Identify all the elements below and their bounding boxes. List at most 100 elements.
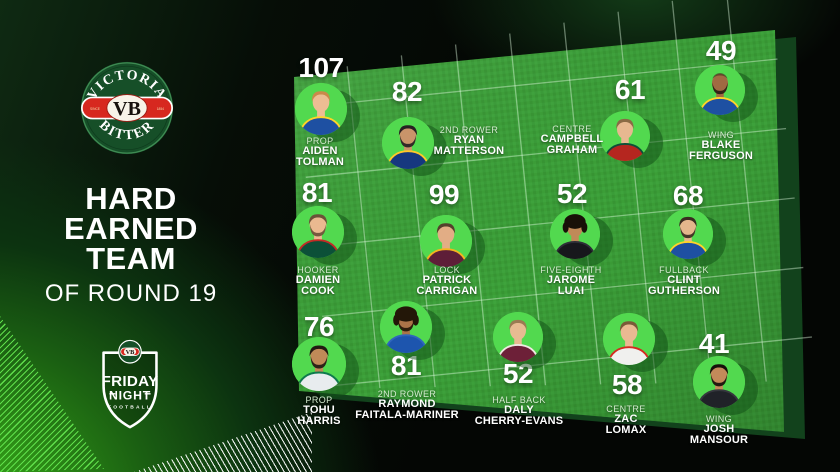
player-name-line: MANSOUR (689, 433, 749, 446)
player-name-line: DAMIEN (295, 274, 341, 286)
player-name-line: LOMAX (605, 423, 647, 436)
player-photo (693, 356, 745, 408)
player-name-line: GRAHAM (546, 143, 598, 156)
player-position: HOOKER (297, 265, 339, 275)
player-position: WING (707, 130, 735, 140)
player-avatar-icon (603, 313, 655, 365)
friday-night-football-badge: VB FRIDAY NIGHT FOOTBALL (102, 339, 159, 429)
player-avatar-icon (420, 215, 472, 267)
player-number: 49 (705, 35, 737, 66)
player-name-line: BLAKE (701, 139, 741, 151)
player-number: 61 (614, 74, 646, 105)
headline-line-1: HARD (85, 181, 177, 216)
player-number: 81 (301, 177, 333, 208)
vb-victoria-bitter-logo: VICTORIA BITTER SINCE 1854 VB (80, 61, 174, 155)
player-photo (600, 111, 650, 161)
player-name-line: RAYMOND (378, 398, 436, 410)
player-number: 76 (303, 311, 335, 342)
player-name-line: FAITALA-MARINER (355, 408, 459, 421)
fnf-line-friday: FRIDAY (102, 373, 159, 390)
player-name-line: COOK (301, 284, 335, 297)
player-photo (603, 313, 655, 365)
player-label: LOCK PATRICK CARRIGAN (417, 265, 478, 296)
player-label: 2ND ROWER RYAN MATTERSON (434, 125, 505, 156)
headline-line-3: TEAM (86, 241, 176, 276)
player-name-line: CARRIGAN (416, 284, 478, 297)
player-position: LOCK (433, 265, 461, 275)
vb-logo-since: SINCE (90, 107, 101, 111)
fnf-monogram: VB (126, 349, 136, 356)
player-photo (292, 337, 346, 391)
player-name-line: PATRICK (422, 274, 472, 286)
player-label: WING BLAKE FERGUSON (689, 130, 753, 161)
player-name-line: AIDEN (302, 145, 338, 157)
player-name-line: MATTERSON (433, 144, 505, 157)
player-name-line: JAROME (546, 274, 596, 286)
player-name-line: HARRIS (297, 414, 341, 427)
player-avatar-icon (382, 117, 434, 169)
player-position: FULLBACK (659, 265, 709, 275)
player-name-line: GUTHERSON (647, 284, 721, 297)
vb-logo-year: 1854 (157, 107, 164, 111)
player-label: WING JOSH MANSOUR (690, 414, 748, 445)
player-avatar-icon (695, 65, 745, 115)
player-position: PROP (306, 136, 334, 146)
player-name-line: CLINT (667, 274, 701, 286)
player-avatar-icon (550, 209, 600, 259)
player-number: 99 (428, 179, 460, 210)
player-avatar-icon (292, 206, 344, 258)
player-position: PROP (305, 395, 333, 405)
player-photo (695, 65, 745, 115)
player-photo (382, 117, 434, 169)
player-avatar-icon (693, 356, 745, 408)
player-number: 107 (298, 52, 344, 83)
player-label: FULLBACK CLINT GUTHERSON (648, 265, 720, 296)
fnf-line-football: FOOTBALL (108, 405, 152, 411)
player-label: PROP AIDEN TOLMAN (296, 136, 344, 167)
player-label: CENTRE CAMPBELL GRAHAM (541, 124, 604, 155)
player-name-line: RYAN (453, 134, 485, 146)
player-number: 81 (390, 350, 422, 381)
player-photo (663, 209, 713, 259)
player-label: 2ND ROWER RAYMOND FAITALA-MARINER (355, 389, 459, 420)
player-photo (292, 206, 344, 258)
player-position: HALF BACK (492, 395, 546, 405)
player-name-line: ZAC (614, 413, 638, 425)
subheadline: OF ROUND 19 (44, 280, 218, 307)
player-avatar-icon (380, 301, 432, 353)
player-label: FIVE-EIGHTH JAROME LUAI (540, 265, 601, 296)
player-number: 52 (502, 358, 534, 389)
fnf-line-night: NIGHT (109, 389, 151, 403)
player-number: 58 (611, 369, 643, 400)
player-position: CENTRE (552, 124, 592, 134)
player-name-line: JOSH (703, 423, 735, 435)
player-label: HALF BACK DALY CHERRY-EVANS (475, 395, 564, 426)
player-avatar-icon (493, 312, 543, 362)
player-number: 68 (672, 180, 704, 211)
vb-logo-monogram: VB (113, 98, 141, 120)
player-avatar-icon (292, 337, 346, 391)
player-photo (380, 301, 432, 353)
headline-line-2: EARNED (64, 211, 198, 246)
player-name-line: FERGUSON (689, 149, 753, 162)
headline: HARD EARNED TEAM OF ROUND 19 (0, 181, 262, 307)
player-number: 41 (698, 328, 730, 359)
player-name-line: DALY (504, 404, 534, 416)
player-name-line: CAMPBELL (540, 133, 604, 145)
player-photo (295, 83, 347, 135)
player-avatar-icon (600, 111, 650, 161)
player-position: WING (705, 414, 733, 424)
player-label: PROP TOHU HARRIS (297, 395, 340, 426)
player-avatar-icon (663, 209, 713, 259)
player-name-line: LUAI (557, 284, 585, 297)
player-photo (420, 215, 472, 267)
player-name-line: CHERRY-EVANS (474, 414, 564, 427)
player-position: FIVE-EIGHTH (540, 265, 602, 275)
player-number: 52 (556, 178, 588, 209)
player-label: HOOKER DAMIEN COOK (296, 265, 341, 296)
player-avatar-icon (295, 83, 347, 135)
player-name-line: TOHU (303, 404, 335, 416)
player-position: CENTRE (606, 404, 646, 414)
player-number: 82 (391, 76, 423, 107)
